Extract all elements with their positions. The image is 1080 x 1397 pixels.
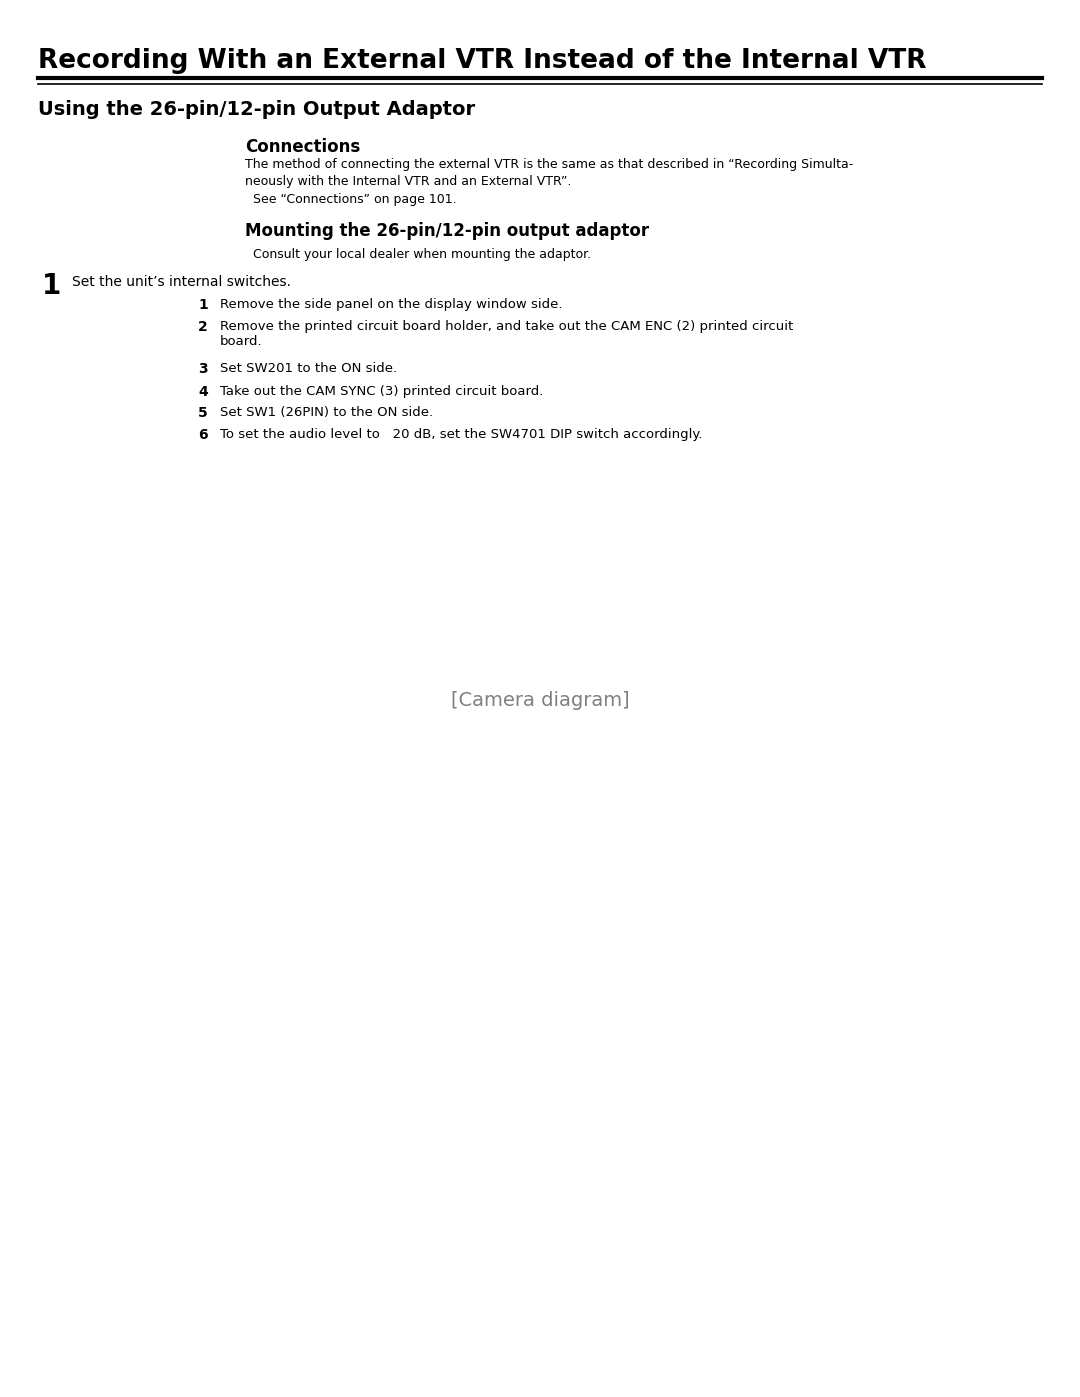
Text: Set SW1 (26PIN) to the ON side.: Set SW1 (26PIN) to the ON side. (220, 407, 433, 419)
Text: Remove the side panel on the display window side.: Remove the side panel on the display win… (220, 298, 563, 312)
Text: Consult your local dealer when mounting the adaptor.: Consult your local dealer when mounting … (245, 249, 591, 261)
Text: Connections: Connections (245, 138, 361, 156)
Text: Take out the CAM SYNC (3) printed circuit board.: Take out the CAM SYNC (3) printed circui… (220, 386, 543, 398)
Text: To set the audio level to   20 dB, set the SW4701 DIP switch accordingly.: To set the audio level to 20 dB, set the… (220, 427, 702, 441)
Text: Using the 26-pin/12-pin Output Adaptor: Using the 26-pin/12-pin Output Adaptor (38, 101, 475, 119)
Text: Set the unit’s internal switches.: Set the unit’s internal switches. (72, 275, 291, 289)
Text: 2: 2 (198, 320, 207, 334)
Text: Mounting the 26-pin/12-pin output adaptor: Mounting the 26-pin/12-pin output adapto… (245, 222, 649, 240)
Text: 3: 3 (198, 362, 207, 376)
Text: 1: 1 (42, 272, 62, 300)
Text: 5: 5 (198, 407, 207, 420)
Text: 4: 4 (198, 386, 207, 400)
Text: [Camera diagram]: [Camera diagram] (450, 690, 630, 710)
Text: Remove the printed circuit board holder, and take out the CAM ENC (2) printed ci: Remove the printed circuit board holder,… (220, 320, 793, 348)
Text: Set SW201 to the ON side.: Set SW201 to the ON side. (220, 362, 397, 374)
Text: The method of connecting the external VTR is the same as that described in “Reco: The method of connecting the external VT… (245, 158, 853, 205)
Text: 1: 1 (198, 298, 207, 312)
Text: Recording With an External VTR Instead of the Internal VTR: Recording With an External VTR Instead o… (38, 47, 927, 74)
Text: 6: 6 (198, 427, 207, 441)
